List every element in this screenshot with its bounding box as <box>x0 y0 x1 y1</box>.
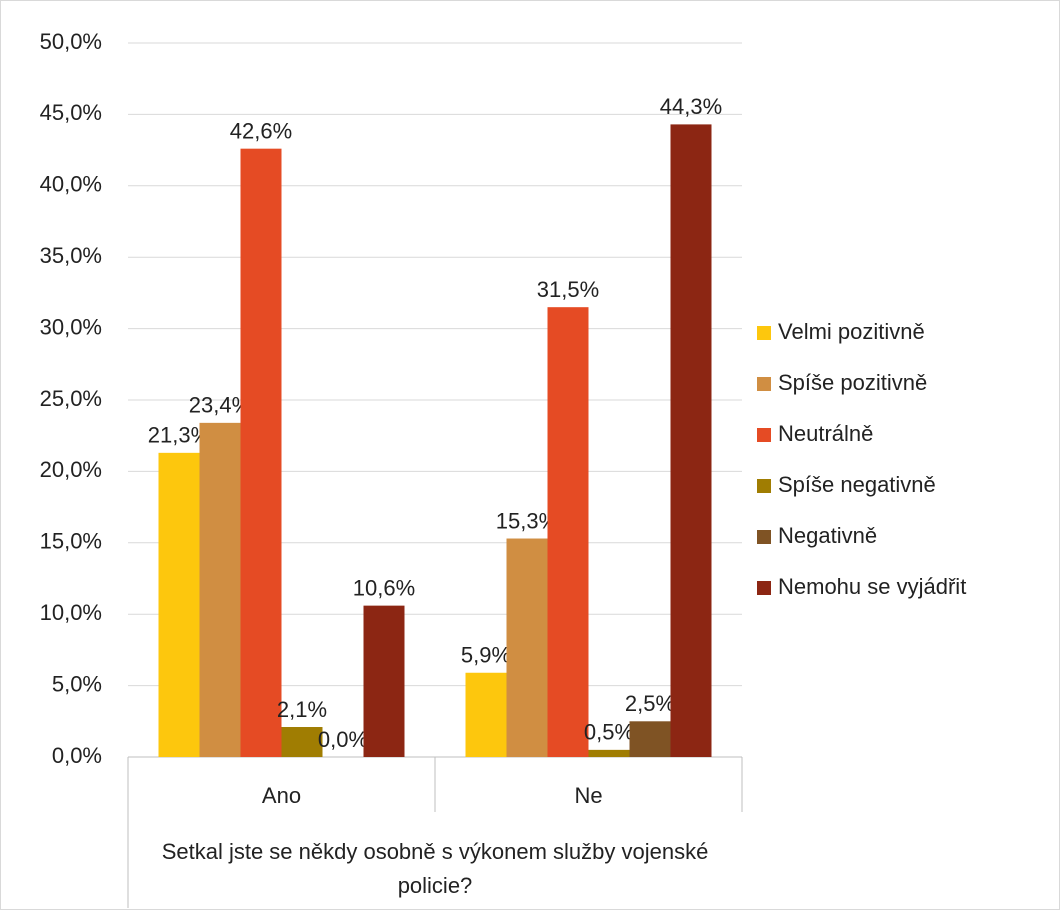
y-tick-label: 50,0% <box>40 29 102 54</box>
legend-swatch <box>757 377 771 391</box>
y-tick-label: 5,0% <box>52 671 102 696</box>
legend-label: Neutrálně <box>778 421 873 446</box>
legend-label: Negativně <box>778 523 877 548</box>
y-tick-label: 40,0% <box>40 172 102 197</box>
data-label: 42,6% <box>230 118 292 143</box>
data-label: 10,6% <box>353 575 415 600</box>
y-tick-label: 25,0% <box>40 386 102 411</box>
legend-label: Spíše negativně <box>778 472 936 497</box>
bar <box>240 148 282 757</box>
legend-label: Spíše pozitivně <box>778 370 927 395</box>
data-label: 31,5% <box>537 277 599 302</box>
bar <box>465 672 507 757</box>
x-tick-label: Ne <box>574 783 602 808</box>
y-tick-label: 10,0% <box>40 600 102 625</box>
y-tick-label: 45,0% <box>40 100 102 125</box>
x-axis-title: Setkal jste se někdy osobně s výkonem sl… <box>161 839 709 898</box>
x-tick-label: Ano <box>262 783 301 808</box>
data-label: 5,9% <box>461 643 511 668</box>
legend-swatch <box>757 581 771 595</box>
legend-swatch <box>757 326 771 340</box>
legend-label: Nemohu se vyjádřit <box>778 574 966 599</box>
legend-swatch <box>757 428 771 442</box>
y-tick-label: 30,0% <box>40 314 102 339</box>
data-label: 0,0% <box>318 727 368 752</box>
data-label: 44,3% <box>660 94 722 119</box>
data-label: 0,5% <box>584 720 634 745</box>
bar <box>588 749 630 757</box>
bar <box>363 605 405 757</box>
y-tick-label: 35,0% <box>40 243 102 268</box>
legend-label: Velmi pozitivně <box>778 319 925 344</box>
y-tick-label: 15,0% <box>40 529 102 554</box>
data-label: 2,1% <box>277 697 327 722</box>
legend-swatch <box>757 530 771 544</box>
bar <box>158 452 200 757</box>
bar <box>670 124 712 758</box>
bar <box>629 721 671 757</box>
y-tick-label: 0,0% <box>52 743 102 768</box>
y-tick-label: 20,0% <box>40 457 102 482</box>
legend-swatch <box>757 479 771 493</box>
bar <box>199 422 241 757</box>
bar <box>506 538 548 757</box>
bar <box>281 727 323 757</box>
bar <box>547 307 589 757</box>
data-label: 2,5% <box>625 691 675 716</box>
